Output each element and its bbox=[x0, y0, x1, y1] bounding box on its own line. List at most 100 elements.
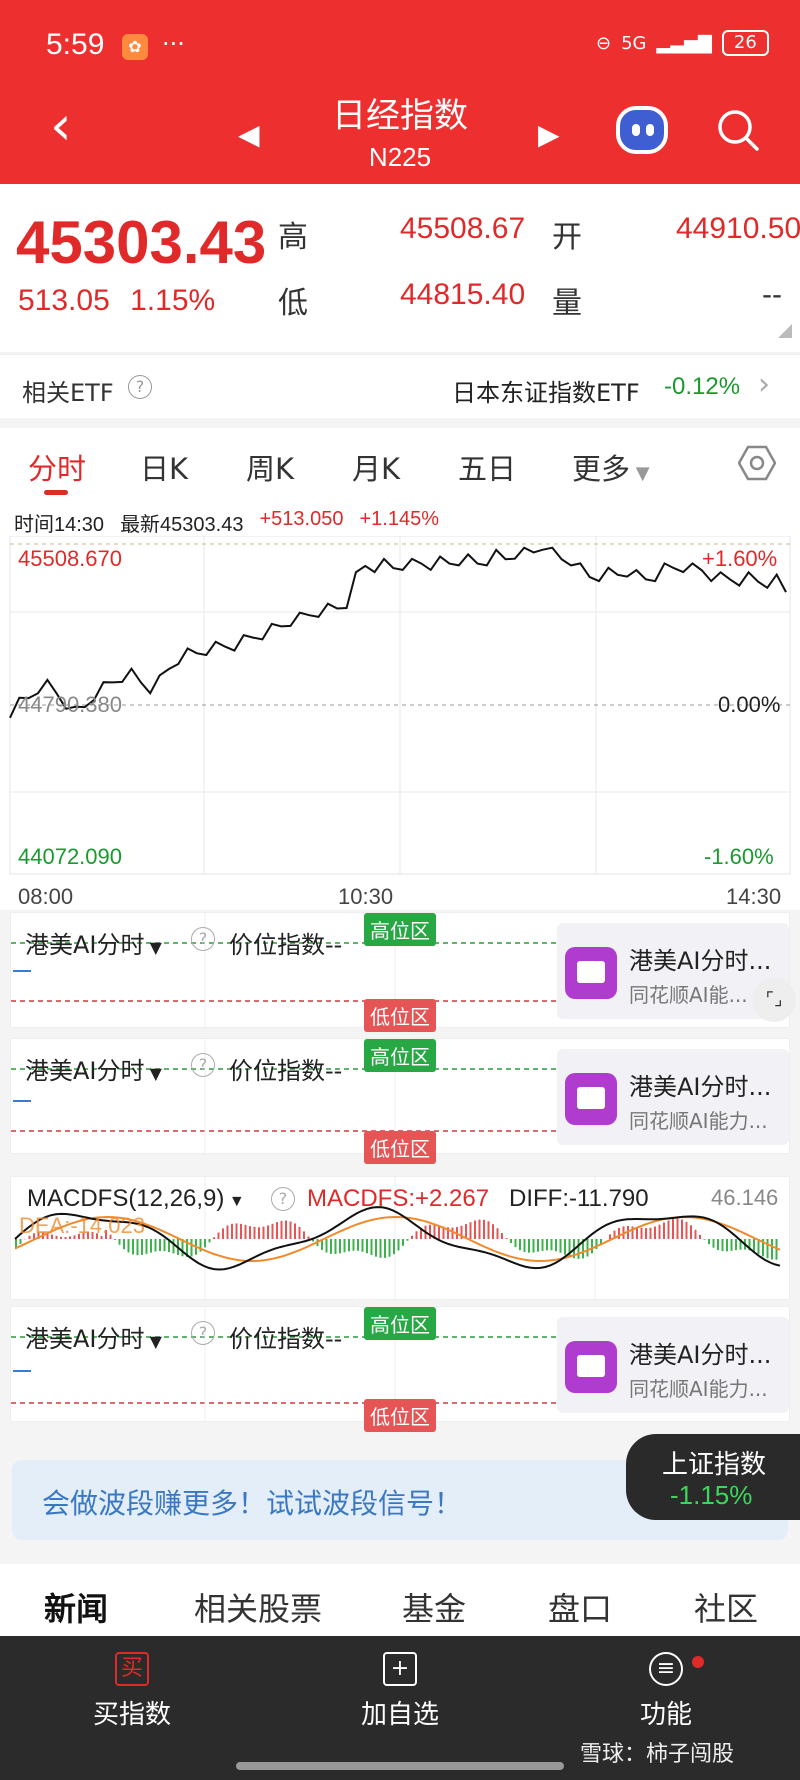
ai-promo-card[interactable]: 港美AI分时... 同花顺AI能力... bbox=[557, 1317, 789, 1413]
back-button[interactable]: ‹ bbox=[50, 94, 72, 157]
function-button[interactable]: ≡ 功能 bbox=[596, 1652, 736, 1731]
search-icon[interactable] bbox=[716, 108, 760, 152]
macd-chart bbox=[14, 1177, 781, 1301]
ai-robot-icon[interactable] bbox=[616, 106, 668, 154]
macd-title[interactable]: MACDFS(12,26,9) ▼ bbox=[27, 1185, 245, 1213]
promo-subtitle: 同花顺AI能力... bbox=[629, 1109, 768, 1133]
macd-bar bbox=[478, 1219, 481, 1239]
change-value: 513.05 bbox=[18, 284, 110, 317]
active-tab-underline bbox=[44, 490, 68, 495]
promo-subtitle: 同花顺AI能... bbox=[629, 983, 748, 1007]
macd-bar bbox=[730, 1239, 733, 1251]
ai-intraday-panel[interactable]: 港美AI分时 ▼ ? 价位指数-- 高位区 低位区 港美AI分时... 同花顺A… bbox=[10, 1306, 790, 1432]
fullscreen-icon[interactable]: ⌜⌟ bbox=[752, 978, 796, 1022]
ai-intraday-panel[interactable]: 港美AI分时 ▼ ? 价位指数-- 高位区 低位区 港美AI分时... 同花顺A… bbox=[10, 912, 790, 1032]
macd-bar bbox=[532, 1239, 535, 1253]
help-icon[interactable]: ? bbox=[128, 375, 152, 399]
tab-community[interactable]: 社区 bbox=[694, 1590, 759, 1628]
caret-down-icon: ▼ bbox=[630, 463, 650, 484]
tab-more[interactable]: 更多 ▼ bbox=[572, 446, 650, 488]
help-icon[interactable]: ? bbox=[191, 1053, 215, 1077]
macd-bar bbox=[393, 1239, 395, 1255]
tab-related-stocks[interactable]: 相关股票 bbox=[194, 1590, 323, 1628]
info-change-pct: +1.145% bbox=[359, 508, 439, 530]
macd-bar bbox=[199, 1239, 202, 1252]
macd-panel[interactable]: MACDFS(12,26,9) ▼ ? MACDFS:+2.267 DIFF:-… bbox=[10, 1176, 790, 1301]
intraday-chart-area: 时间14:30 最新45303.43 +513.050 +1.145% 4550… bbox=[0, 500, 800, 910]
high-zone-badge: 高位区 bbox=[364, 1039, 436, 1072]
macd-bar bbox=[658, 1224, 661, 1239]
macd-bar bbox=[469, 1222, 472, 1239]
x-start-label: 08:00 bbox=[18, 884, 74, 909]
ai-promo-card[interactable]: 港美AI分时... 同花顺AI能力... bbox=[557, 1049, 789, 1145]
current-price: 45303.43 bbox=[16, 209, 267, 276]
price-line-chart[interactable] bbox=[0, 536, 800, 910]
macd-bar bbox=[676, 1218, 679, 1239]
macd-bar bbox=[37, 1232, 40, 1239]
tab-funds[interactable]: 基金 bbox=[402, 1590, 467, 1628]
macd-bar bbox=[726, 1239, 728, 1252]
buy-index-button[interactable]: 买 买指数 bbox=[62, 1652, 202, 1731]
tab-five-day[interactable]: 五日 bbox=[458, 452, 517, 486]
promo-title: 港美AI分时... bbox=[629, 947, 772, 975]
macd-bar bbox=[267, 1225, 269, 1239]
high-label: 高 bbox=[278, 220, 308, 255]
pct-high-label: +1.60% bbox=[702, 546, 778, 571]
ai-panel-title[interactable]: 港美AI分时 ▼ bbox=[25, 1319, 162, 1354]
ai-intraday-panel[interactable]: 港美AI分时 ▼ ? 价位指数-- 高位区 低位区 港美AI分时... 同花顺A… bbox=[10, 1038, 790, 1164]
tab-daily-k[interactable]: 日K bbox=[140, 452, 189, 486]
ai-chart-icon bbox=[565, 947, 617, 999]
macd-bar bbox=[132, 1239, 134, 1255]
wave-signal-banner[interactable]: 会做波段赚更多！试试波段信号！ bbox=[12, 1460, 788, 1540]
tab-order-book[interactable]: 盘口 bbox=[548, 1590, 613, 1628]
macd-bar bbox=[55, 1235, 58, 1239]
x-mid-label: 10:30 bbox=[338, 884, 394, 909]
floating-index-pill[interactable]: 上证指数 -1.15% bbox=[626, 1434, 800, 1520]
ai-chart-icon bbox=[565, 1073, 617, 1125]
macd-bar bbox=[474, 1220, 476, 1239]
home-indicator[interactable] bbox=[236, 1762, 564, 1770]
macd-bar bbox=[163, 1239, 166, 1252]
macd-bar bbox=[114, 1239, 116, 1240]
macd-bar bbox=[438, 1225, 440, 1239]
macd-bar bbox=[429, 1224, 431, 1239]
link-icon: ⊖ bbox=[596, 32, 612, 54]
quote-panel: 45303.43 513.05 1.15% 高 45508.67 开 44910… bbox=[0, 184, 800, 352]
ai-panel-sub: 价位指数-- bbox=[229, 1325, 343, 1353]
macd-bar bbox=[505, 1238, 508, 1239]
prev-index-arrow-icon[interactable]: ◀ bbox=[238, 118, 260, 151]
macd-bar bbox=[321, 1239, 323, 1250]
help-icon[interactable]: ? bbox=[191, 927, 215, 951]
status-time: 5:59 bbox=[46, 28, 105, 61]
settings-hexagon-icon[interactable] bbox=[738, 444, 776, 482]
macd-bar bbox=[654, 1226, 656, 1239]
related-etf-row[interactable]: 相关ETF ? 日本东证指数ETF -0.12% › bbox=[0, 354, 800, 418]
add-watchlist-button[interactable]: + 加自选 bbox=[330, 1652, 470, 1731]
macd-bar bbox=[60, 1236, 62, 1239]
macd-bar bbox=[465, 1224, 467, 1239]
macd-bar bbox=[343, 1239, 346, 1253]
tab-monthly-k[interactable]: 月K bbox=[352, 452, 401, 486]
etf-label: 相关ETF bbox=[22, 379, 114, 407]
corner-expand-icon[interactable] bbox=[778, 324, 792, 338]
macd-bar bbox=[541, 1239, 544, 1251]
low-label: 低 bbox=[278, 286, 308, 321]
macd-bar bbox=[271, 1223, 274, 1239]
chevron-right-icon[interactable]: › bbox=[758, 367, 770, 402]
macd-bar bbox=[690, 1225, 692, 1239]
help-icon[interactable]: ? bbox=[271, 1187, 295, 1211]
tab-weekly-k[interactable]: 周K bbox=[246, 452, 295, 486]
macd-bar bbox=[330, 1239, 332, 1254]
macd-bar bbox=[379, 1239, 382, 1258]
macd-bar bbox=[339, 1239, 341, 1254]
help-icon[interactable]: ? bbox=[191, 1321, 215, 1345]
ai-promo-card[interactable]: 港美AI分时... 同花顺AI能... bbox=[557, 923, 789, 1019]
tab-intraday[interactable]: 分时 bbox=[28, 452, 87, 486]
tab-news[interactable]: 新闻 bbox=[44, 1590, 109, 1628]
macd-bar bbox=[537, 1239, 539, 1252]
ai-panel-title[interactable]: 港美AI分时 ▼ bbox=[25, 1051, 162, 1086]
macd-max-value: 46.146 bbox=[711, 1185, 779, 1210]
macd-bar bbox=[91, 1231, 94, 1239]
ai-panel-title[interactable]: 港美AI分时 ▼ bbox=[25, 925, 162, 960]
next-index-arrow-icon[interactable]: ▶ bbox=[538, 118, 560, 151]
